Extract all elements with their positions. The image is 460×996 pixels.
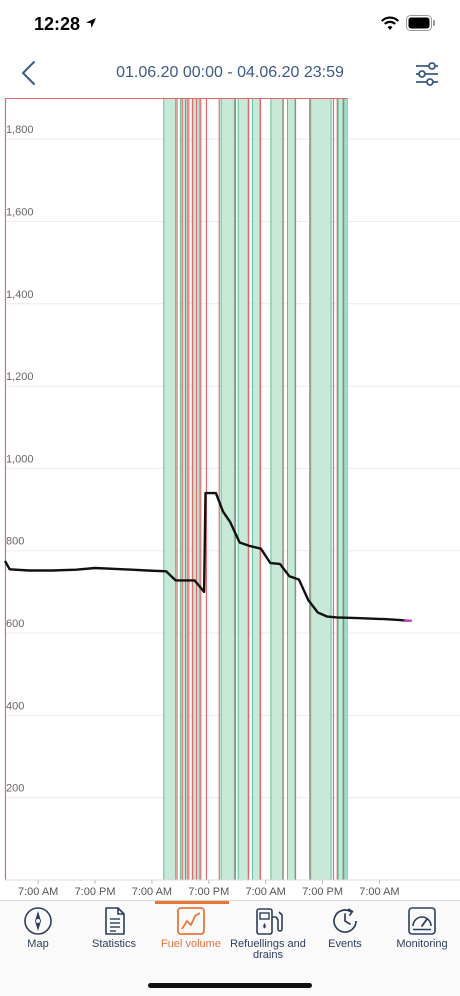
document-icon <box>105 907 125 935</box>
y-tick-label: 1,000 <box>6 453 34 465</box>
tab-map[interactable]: Map <box>0 901 76 963</box>
activity-interval <box>180 98 188 880</box>
tab-events[interactable]: Events <box>307 901 383 963</box>
tab-fuel-volume-label: Fuel volume <box>161 938 221 950</box>
y-tick-label: 800 <box>6 536 24 548</box>
tab-monitoring[interactable]: Monitoring <box>384 901 460 963</box>
tab-map-label: Map <box>27 938 49 950</box>
activity-interval <box>310 98 332 880</box>
tab-refuellings-and-drains-label: Refuellings and drains <box>230 938 306 961</box>
fuel-volume-chart-canvas[interactable]: 200 400 600 800 1,000 1,200 1,400 1,600 1,800 7:0… <box>0 98 460 900</box>
y-tick-label: 600 <box>6 618 24 630</box>
status-bar: 12:28 <box>0 0 460 48</box>
home-indicator <box>148 983 312 988</box>
wifi-icon <box>381 16 399 30</box>
x-tick-label: 7:00 AM <box>245 886 285 898</box>
fuel-volume-line <box>3 491 409 622</box>
activity-interval <box>192 98 200 880</box>
x-tick-label: 7:00 AM <box>359 886 399 898</box>
date-range-title: 01.06.20 00:00 - 04.06.20 23:59 <box>116 64 344 81</box>
tab-bar: Map Statistics Fuel volume Refuellings a… <box>0 900 460 996</box>
x-tick-label: 7:00 AM <box>18 886 58 898</box>
activity-interval <box>287 98 296 880</box>
y-tick-label: 1,800 <box>6 124 34 136</box>
activity-interval <box>344 98 348 880</box>
status-time: 12:28 <box>34 14 81 34</box>
activity-interval <box>252 98 260 880</box>
tab-events-label: Events <box>328 938 362 950</box>
y-tick-label: 200 <box>6 783 24 795</box>
tab-monitoring-label: Monitoring <box>396 938 448 950</box>
activity-interval <box>338 98 343 880</box>
x-tick-label: 7:00 AM <box>132 886 172 898</box>
navigation-bar: 01.06.20 00:00 - 04.06.20 23:59 <box>0 48 460 98</box>
battery-icon <box>406 15 435 31</box>
x-tick-label: 7:00 PM <box>75 886 116 898</box>
chart-icon <box>177 907 205 935</box>
y-tick-label: 1,200 <box>6 371 34 383</box>
y-tick-label: 1,400 <box>6 289 34 301</box>
gauge-icon <box>408 907 436 935</box>
clock-icon <box>333 908 357 933</box>
tab-statistics[interactable]: Statistics <box>76 901 152 963</box>
activity-interval <box>221 98 235 880</box>
x-tick-label: 7:00 PM <box>188 886 229 898</box>
fuel-volume-chart[interactable]: 200 400 600 800 1,000 1,200 1,400 1,600 1,800 7:0… <box>0 98 460 900</box>
y-tick-label: 400 <box>6 700 24 712</box>
filter-settings-button[interactable] <box>412 60 442 88</box>
back-button[interactable] <box>14 56 44 90</box>
tab-refuellings-and-drains[interactable]: Refuellings and drains <box>230 901 306 963</box>
active-tab-indicator <box>155 901 229 904</box>
activity-interval <box>163 98 176 880</box>
activity-interval <box>270 98 283 880</box>
y-tick-label: 1,600 <box>6 206 34 218</box>
compass-icon <box>24 907 52 935</box>
tab-statistics-label: Statistics <box>91 938 136 950</box>
location-arrow-icon <box>86 18 96 28</box>
x-tick-label: 7:00 PM <box>302 886 343 898</box>
activity-interval <box>238 98 249 880</box>
fuel-pump-icon <box>256 908 283 935</box>
tab-fuel-volume[interactable]: Fuel volume <box>153 901 229 963</box>
